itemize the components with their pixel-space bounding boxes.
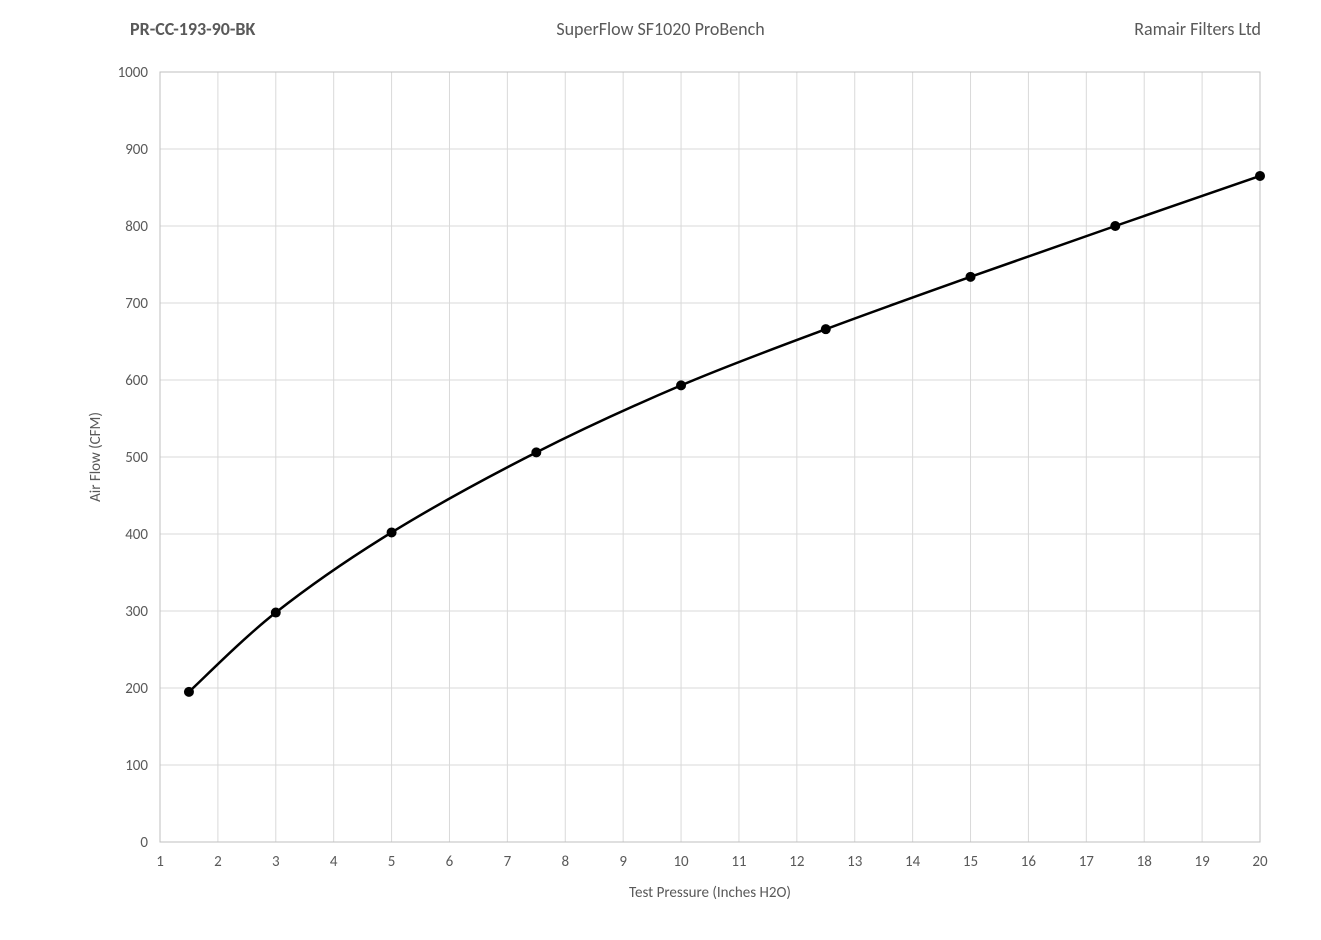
svg-text:Air Flow (CFM): Air Flow (CFM) [87, 412, 105, 502]
svg-text:200: 200 [125, 680, 148, 698]
svg-text:7: 7 [504, 853, 512, 871]
svg-text:20: 20 [1252, 853, 1268, 871]
svg-text:14: 14 [905, 853, 921, 871]
svg-text:400: 400 [125, 526, 148, 544]
svg-text:5: 5 [388, 853, 396, 871]
svg-text:500: 500 [125, 449, 148, 467]
svg-text:4: 4 [330, 853, 338, 871]
svg-text:100: 100 [125, 757, 148, 775]
svg-text:800: 800 [125, 218, 148, 236]
svg-text:8: 8 [561, 853, 569, 871]
header-center-title: SuperFlow SF1020 ProBench [0, 18, 1321, 40]
svg-text:300: 300 [125, 603, 148, 621]
svg-text:9: 9 [619, 853, 627, 871]
svg-text:13: 13 [847, 853, 863, 871]
svg-text:12: 12 [789, 853, 804, 871]
svg-text:600: 600 [125, 372, 148, 390]
svg-text:1: 1 [156, 853, 164, 871]
svg-text:16: 16 [1021, 853, 1037, 871]
svg-text:10: 10 [673, 853, 689, 871]
svg-text:6: 6 [446, 853, 454, 871]
svg-text:900: 900 [125, 141, 148, 159]
header-right-label: Ramair Filters Ltd [1134, 18, 1261, 40]
svg-text:11: 11 [731, 853, 746, 871]
svg-text:3: 3 [272, 853, 280, 871]
svg-text:2: 2 [214, 853, 222, 871]
svg-text:19: 19 [1194, 853, 1210, 871]
svg-text:15: 15 [963, 853, 978, 871]
svg-text:700: 700 [125, 295, 148, 313]
svg-text:18: 18 [1137, 853, 1152, 871]
chart-plot-wrap: 1234567891011121314151617181920010020030… [0, 60, 1321, 940]
chart-svg: 1234567891011121314151617181920010020030… [0, 60, 1321, 930]
svg-text:Test Pressure (Inches H2O): Test Pressure (Inches H2O) [629, 884, 791, 902]
chart-container: PR-CC-193-90-BK SuperFlow SF1020 ProBenc… [0, 0, 1321, 940]
svg-text:1000: 1000 [118, 64, 149, 82]
svg-text:0: 0 [140, 834, 148, 852]
chart-header: PR-CC-193-90-BK SuperFlow SF1020 ProBenc… [0, 18, 1321, 48]
svg-text:17: 17 [1079, 853, 1095, 871]
